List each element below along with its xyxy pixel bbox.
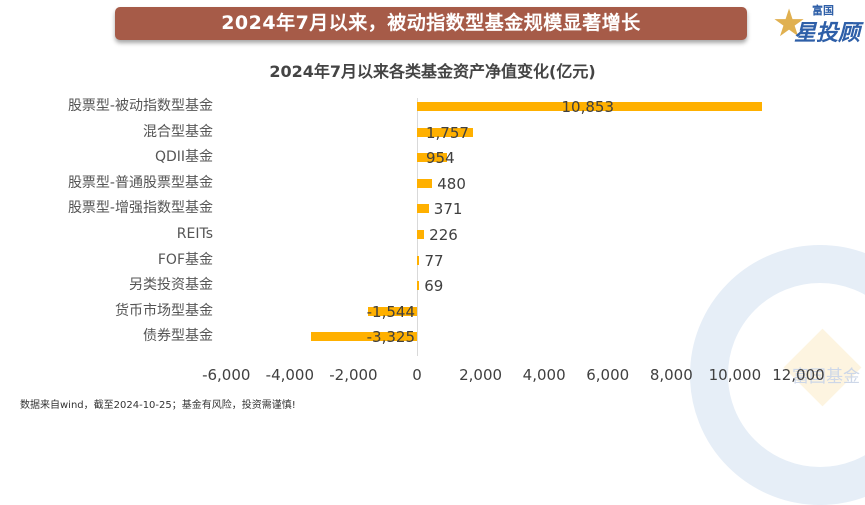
- value-label: 1,757: [426, 123, 469, 142]
- value-label: 10,853: [561, 98, 615, 116]
- bar: [417, 204, 429, 214]
- value-label: -3,325: [366, 328, 415, 347]
- x-axis-tick: 0: [412, 366, 422, 384]
- chart-title: 2024年7月以来各类基金资产净值变化(亿元): [269, 62, 596, 81]
- bar: [417, 127, 473, 137]
- bar: [417, 255, 420, 265]
- bar-chart: 股票型-被动指数型基金 10,853 混合型基金 1,757 QDII基金 954 股票型-…: [67, 98, 825, 384]
- x-axis-tick: -6,000: [202, 366, 251, 384]
- value-label: 226: [429, 226, 458, 244]
- watermark-text: 富国基金: [792, 367, 860, 387]
- value-label: 480: [437, 174, 466, 193]
- logo-main-text: 星投顾: [794, 21, 861, 46]
- x-axis-tick: 8,000: [649, 366, 693, 384]
- category-label: 货币市场型基金: [115, 302, 213, 319]
- bar: [417, 153, 448, 163]
- value-label: 77: [424, 251, 444, 270]
- footnote: 数据来自wind，截至2024-10-25；基金有风险，投资需谨慎!: [20, 400, 296, 411]
- bar: [311, 332, 417, 342]
- banner-title: 2024年7月以来，被动指数型基金规模显著增长: [115, 7, 747, 40]
- brand-logo: ★ 富国 星投顾: [772, 1, 862, 46]
- category-label: REITs: [176, 226, 213, 242]
- category-label: 股票型-增强指数型基金: [67, 200, 213, 217]
- x-axis-tick: 6,000: [586, 366, 630, 384]
- category-label: 股票型-被动指数型基金: [67, 98, 213, 114]
- category-label: QDII基金: [154, 149, 213, 166]
- x-axis-tick: -2,000: [329, 366, 378, 384]
- value-label: 954: [426, 149, 455, 168]
- star-icon: ★: [772, 1, 807, 45]
- bar: [417, 281, 420, 291]
- bar: [367, 306, 417, 316]
- x-axis-tick: 4,000: [522, 366, 566, 384]
- category-label: 另类投资基金: [129, 277, 213, 294]
- bar: [417, 178, 433, 188]
- logo-top-text: 富国: [812, 4, 834, 17]
- bar: [417, 102, 762, 111]
- category-label: 股票型-普通股票型基金: [67, 174, 213, 191]
- x-axis-tick: 12,000: [772, 366, 825, 384]
- x-axis-tick: 2,000: [459, 366, 503, 384]
- value-label: 371: [433, 200, 463, 219]
- value-label: -1,544: [366, 302, 415, 321]
- x-axis-tick: 10,000: [708, 366, 762, 384]
- category-label: 债券型基金: [143, 328, 213, 345]
- bar: [417, 230, 425, 239]
- value-label: 69: [424, 277, 444, 296]
- category-label: FOF基金: [157, 251, 213, 268]
- x-axis-tick: -4,000: [265, 366, 315, 384]
- zero-axis-line: [417, 98, 418, 356]
- category-label: 混合型基金: [143, 123, 213, 140]
